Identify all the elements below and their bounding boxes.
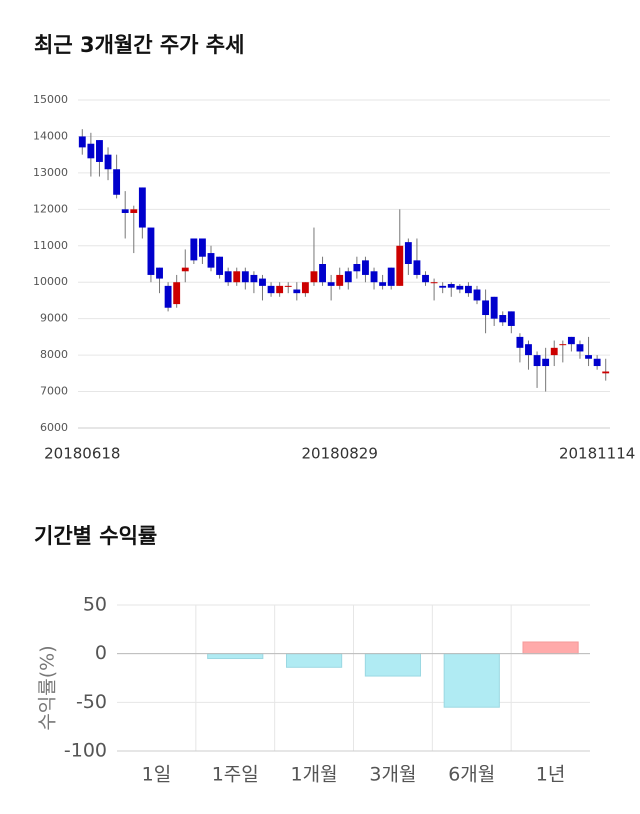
y-tick-label: 9000 [40,312,68,325]
candle-body [267,285,275,294]
candle-body [284,285,292,287]
candle-body [542,358,550,367]
bar [285,653,343,668]
candle-body [190,238,198,261]
y-tick-label: -50 [76,691,107,713]
candle-body [439,285,447,288]
candle-body [96,140,103,162]
candle-body [473,289,481,301]
candle-body [104,154,112,170]
candle-body [387,267,395,286]
x-tick-label: 20180618 [44,445,120,463]
bar [443,653,500,708]
candle-body [550,347,558,356]
candle-body [559,344,567,346]
candle-body [533,355,541,367]
y-tick-label: 0 [95,642,107,664]
candle-body [173,282,181,305]
candle-body [413,260,421,275]
x-tick-label: 1일 [142,764,172,786]
y-tick-label: 10000 [33,275,68,288]
candle-body [130,209,138,213]
candle-body [525,344,532,356]
candle-body [121,209,129,213]
candle-body [490,296,498,319]
candle-body [164,285,172,308]
candle-body [293,289,301,294]
x-tick-label: 6개월 [448,764,495,786]
candle-body [602,371,610,374]
candle-body [353,264,361,272]
candle-body [138,187,146,228]
candle-body [447,284,455,288]
candle-body [404,242,412,264]
candle-body [216,256,224,275]
candle-body [567,336,575,345]
y-tick-label: 6000 [40,421,68,434]
candle-body [585,355,592,359]
candle-body [576,344,584,352]
candle-body [344,271,352,283]
y-tick-label: 13000 [33,166,68,179]
candle-body [276,285,284,294]
y-tick-label: 7000 [40,385,68,398]
candle-body [301,282,309,294]
candle-body [78,136,86,148]
candle-body [499,315,507,323]
candle-body [224,271,232,283]
x-tick-label: 1개월 [291,764,338,786]
candle-body [336,274,344,286]
x-tick-label: 3개월 [369,764,416,786]
y-axis-label: 수익률(%) [37,645,59,730]
y-tick-label: 14000 [33,129,68,142]
candle-body [482,300,490,316]
y-tick-label: 12000 [33,202,68,215]
candle-body [147,227,155,275]
candle-body [422,274,429,283]
bar [522,641,579,655]
x-tick-label: 20181114 [559,445,635,463]
candle-body [362,260,369,275]
candle-body [464,285,472,294]
candle-body [113,169,121,195]
y-tick-label: -100 [64,740,107,762]
bar [364,653,422,677]
candle-body [379,282,387,286]
candle-body [370,271,378,283]
candle-body [456,285,464,290]
candle-body [310,271,318,283]
y-tick-label: 8000 [40,348,68,361]
y-tick-label: 11000 [33,239,68,252]
candle-body [327,282,335,286]
candle-body [593,358,601,367]
bar [207,653,264,660]
candle-body [198,238,206,257]
y-tick-label: 50 [83,594,107,616]
candle-body [233,271,241,283]
candle-body [181,267,189,272]
x-tick-label: 1년 [536,764,566,786]
candle-body [207,253,215,268]
candle-body [516,336,524,348]
y-tick-label: 15000 [33,93,68,106]
candle-body [250,274,258,283]
candle-body [507,311,515,326]
candle-body [156,267,163,279]
chart-title: 기간별 수익률 [34,524,157,548]
candle-body [259,278,266,286]
candle-body [396,245,404,286]
chart-title: 최근 3개월간 주가 추세 [34,33,244,57]
candle-body [430,282,438,284]
candle-body [319,264,326,283]
x-tick-label: 1주일 [212,764,259,786]
candle-body [87,143,95,159]
candle-body [241,271,249,283]
x-tick-label: 20180829 [302,445,378,463]
